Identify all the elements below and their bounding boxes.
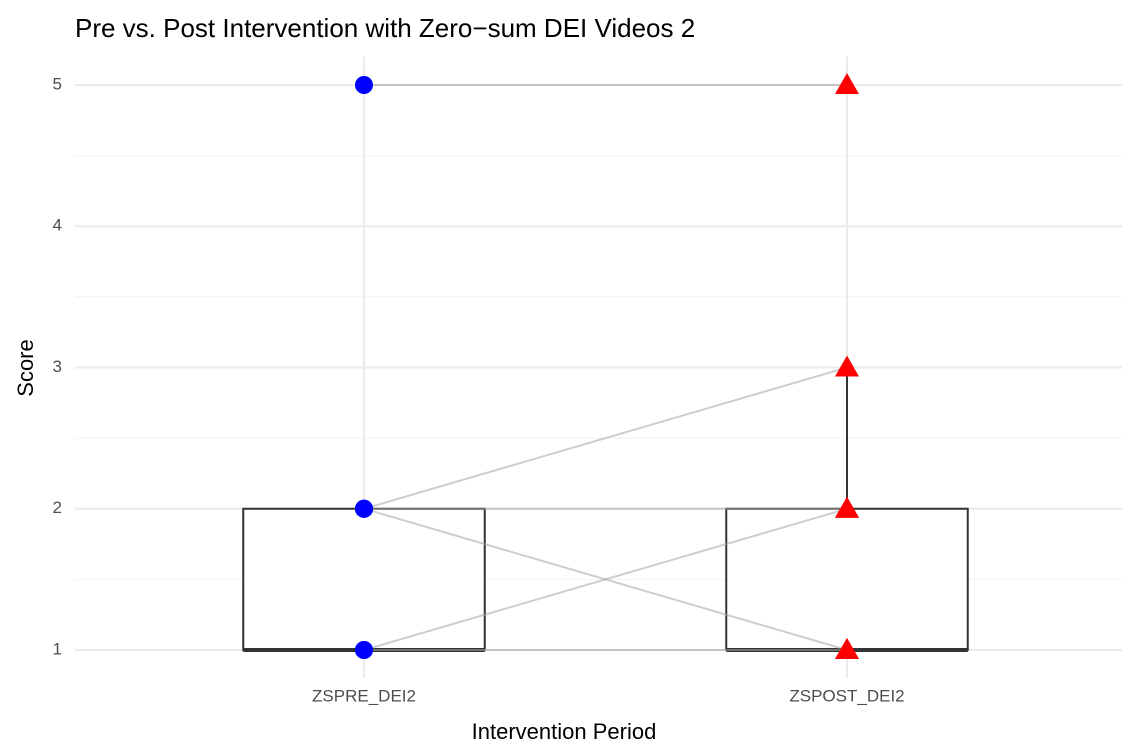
box [725, 507, 969, 651]
pair-line [363, 366, 848, 510]
box [242, 507, 486, 651]
pair-line [363, 507, 848, 651]
post-point [835, 73, 859, 94]
pre-point [355, 76, 373, 94]
y-axis-title: Score [13, 339, 38, 396]
post-point [835, 638, 859, 659]
pre-point [355, 499, 373, 518]
x-tick-label: ZSPOST_DEI2 [789, 686, 904, 705]
y-tick-label: 3 [53, 357, 62, 376]
x-axis-title: Intervention Period [472, 719, 657, 744]
y-tick-label: 1 [53, 639, 62, 658]
chart-title: Pre vs. Post Intervention with Zero−sum … [75, 13, 695, 43]
y-tick-label: 5 [53, 74, 62, 93]
x-tick-label: ZSPRE_DEI2 [312, 686, 416, 705]
pre-point [355, 641, 373, 659]
post-point [835, 355, 859, 377]
post-point [835, 496, 859, 518]
y-tick-label: 4 [53, 216, 62, 235]
y-tick-label: 2 [53, 498, 62, 517]
